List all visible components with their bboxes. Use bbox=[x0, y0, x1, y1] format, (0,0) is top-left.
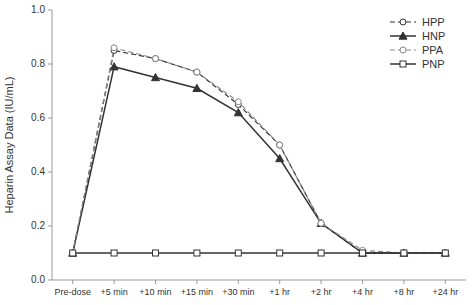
point bbox=[277, 142, 283, 148]
legend-item: HNP bbox=[390, 30, 445, 42]
point bbox=[360, 250, 366, 256]
point bbox=[70, 250, 76, 256]
x-axis: Pre-dose +5 min +10 min +15 min +30 min +1 hr… bbox=[52, 280, 466, 297]
x-tick bbox=[196, 280, 197, 284]
x-tick-label: +2 hr bbox=[311, 287, 332, 297]
point bbox=[194, 69, 200, 75]
chart: 0.0 0.2 0.4 0.6 0.8 1.0 Pre-dose +5 min +10 min +… bbox=[0, 0, 474, 305]
legend-marker bbox=[400, 61, 406, 67]
point bbox=[318, 220, 324, 226]
point bbox=[360, 250, 366, 256]
y-tick bbox=[48, 10, 52, 11]
y-tick-label: 1.0 bbox=[31, 4, 45, 15]
point bbox=[359, 249, 367, 256]
legend-label: HPP bbox=[422, 16, 445, 28]
x-tick-label: Pre-dose bbox=[54, 287, 91, 297]
point bbox=[401, 250, 407, 256]
x-tick bbox=[403, 280, 404, 284]
point bbox=[318, 220, 324, 226]
x-tick bbox=[155, 280, 156, 284]
series-line bbox=[73, 252, 446, 254]
x-tick-label: +5 min bbox=[100, 287, 127, 297]
point bbox=[69, 249, 77, 256]
legend-marker bbox=[399, 32, 407, 39]
point bbox=[441, 249, 449, 256]
legend-label: PNP bbox=[422, 58, 445, 70]
point bbox=[401, 250, 407, 256]
point bbox=[111, 45, 117, 51]
point bbox=[194, 69, 200, 75]
y-tick bbox=[48, 118, 52, 119]
x-tick bbox=[321, 280, 322, 284]
point bbox=[234, 109, 242, 116]
point bbox=[152, 74, 160, 81]
point bbox=[193, 84, 201, 91]
x-tick-label: +30 min bbox=[222, 287, 254, 297]
y-axis-line bbox=[52, 10, 53, 280]
y-tick-label: 0.4 bbox=[31, 166, 45, 177]
point bbox=[442, 250, 448, 256]
series-line bbox=[73, 67, 446, 253]
y-tick bbox=[48, 226, 52, 227]
y-tick-label: 0.2 bbox=[31, 220, 45, 231]
x-tick bbox=[238, 280, 239, 284]
point bbox=[442, 250, 448, 256]
point bbox=[276, 155, 284, 162]
plot-area bbox=[69, 45, 450, 256]
point bbox=[70, 250, 76, 256]
x-tick-label: +4 hr bbox=[352, 287, 373, 297]
legend-label: HNP bbox=[422, 30, 445, 42]
point bbox=[400, 249, 408, 256]
point bbox=[318, 250, 324, 256]
series-line bbox=[73, 48, 446, 253]
x-tick-label: +10 min bbox=[139, 287, 171, 297]
point bbox=[277, 250, 283, 256]
point bbox=[277, 142, 283, 148]
point bbox=[235, 99, 241, 105]
legend-item: PPA bbox=[390, 44, 444, 56]
y-tick-label: 0.0 bbox=[31, 274, 45, 285]
y-tick bbox=[48, 172, 52, 173]
series-line bbox=[73, 51, 446, 254]
point bbox=[401, 250, 407, 256]
point bbox=[111, 250, 117, 256]
x-tick bbox=[72, 280, 73, 284]
page: {"chart_data": {"type": "line", "categor… bbox=[0, 0, 474, 305]
x-tick-label: +15 min bbox=[181, 287, 213, 297]
legend-marker bbox=[400, 47, 406, 53]
x-tick-label: +8 hr bbox=[394, 287, 415, 297]
legend-marker bbox=[400, 19, 406, 25]
x-tick bbox=[114, 280, 115, 284]
series bbox=[70, 250, 449, 256]
legend-label: PPA bbox=[422, 44, 444, 56]
point bbox=[153, 56, 159, 62]
y-tick bbox=[48, 280, 52, 281]
chart-container: 0.0 0.2 0.4 0.6 0.8 1.0 Pre-dose +5 min +10 min +… bbox=[0, 0, 474, 305]
x-tick-label: +24 hr bbox=[432, 287, 458, 297]
y-tick-label: 0.6 bbox=[31, 112, 45, 123]
legend-item: PNP bbox=[390, 58, 445, 70]
point bbox=[153, 250, 159, 256]
point bbox=[194, 250, 200, 256]
x-tick bbox=[445, 280, 446, 284]
y-tick-label: 0.8 bbox=[31, 58, 45, 69]
x-tick bbox=[362, 280, 363, 284]
x-tick bbox=[279, 280, 280, 284]
y-tick bbox=[48, 64, 52, 65]
series bbox=[70, 45, 449, 256]
x-tick-label: +1 hr bbox=[269, 287, 290, 297]
point bbox=[70, 250, 76, 256]
series bbox=[70, 48, 449, 257]
y-axis: 0.0 0.2 0.4 0.6 0.8 1.0 bbox=[31, 4, 52, 285]
y-axis-label: Heparin Assay Data (IU/mL) bbox=[3, 77, 15, 214]
legend-item: HPP bbox=[390, 16, 445, 28]
point bbox=[153, 56, 159, 62]
series bbox=[69, 63, 450, 257]
point bbox=[235, 250, 241, 256]
legend: HPP HNP PPA PNP bbox=[390, 16, 445, 70]
point bbox=[442, 250, 448, 256]
